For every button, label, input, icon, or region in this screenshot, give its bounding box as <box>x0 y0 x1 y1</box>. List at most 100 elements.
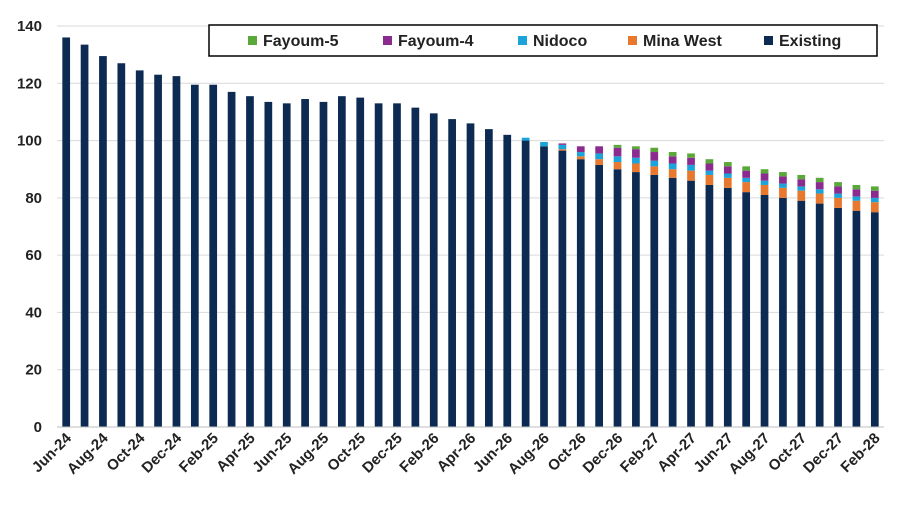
bar-segment-existing <box>190 84 199 427</box>
bar-segment-nidoco <box>558 144 567 150</box>
bar-segment-existing <box>540 146 548 428</box>
legend-label: Existing <box>779 33 841 50</box>
bar-segment-existing <box>521 140 530 428</box>
bar-segment-fayoum-5 <box>668 152 677 157</box>
bar-segment-mina-west <box>687 170 695 181</box>
x-tick-label: Feb-25 <box>176 430 222 476</box>
x-tick-label: Apr-26 <box>434 430 480 476</box>
y-tick-label: 100 <box>17 133 42 150</box>
bar-segment-existing <box>668 177 677 427</box>
bar-segment-existing <box>62 37 71 427</box>
legend-label: Mina West <box>643 33 723 50</box>
legend: Fayoum-5 Fayoum-4 Nidoco Mina West Existing <box>208 24 878 57</box>
bar-segment-existing <box>815 203 824 427</box>
bar-segment-fayoum-4 <box>613 147 622 157</box>
legend-swatch-fayoum-5 <box>248 36 257 45</box>
bar-segment-existing <box>448 119 456 427</box>
bar-segment-existing <box>870 212 879 427</box>
bar-segment-nidoco <box>852 196 861 201</box>
bar-segment-mina-west <box>779 187 787 198</box>
y-tick-label: 80 <box>25 190 42 207</box>
bar-segment-nidoco <box>613 156 622 163</box>
y-tick-label: 20 <box>25 362 42 379</box>
x-tick-label: Aug-27 <box>725 430 773 478</box>
bar-segment-fayoum-4 <box>760 173 769 181</box>
bar-segment-existing <box>595 164 604 428</box>
bar-segment-fayoum-5 <box>650 147 659 153</box>
bar-segment-existing <box>411 107 420 427</box>
bar-segment-fayoum-5 <box>613 144 622 148</box>
y-tick-label: 0 <box>34 419 42 436</box>
bar-segment-fayoum-4 <box>595 146 604 154</box>
bar-segment-fayoum-4 <box>668 156 677 164</box>
bar-segment-fayoum-5 <box>834 182 842 187</box>
bar-segment-existing <box>687 180 695 427</box>
bar-segment-existing <box>209 84 218 427</box>
bar-segment-existing <box>337 96 346 428</box>
bar-segment-nidoco <box>687 164 695 171</box>
bar-segment-fayoum-5 <box>852 184 861 190</box>
bar-segment-mina-west <box>760 184 769 195</box>
bar-segment-existing <box>227 91 236 427</box>
bar-segment-fayoum-4 <box>705 163 714 171</box>
bar-segment-existing <box>80 44 89 427</box>
bar-segment-fayoum-5 <box>705 159 714 164</box>
bar-segment-mina-west <box>558 149 567 151</box>
bar-segment-existing <box>834 207 842 427</box>
bar-segment-existing <box>154 74 162 427</box>
bar-segment-mina-west <box>650 166 659 175</box>
bar-segment-mina-west <box>870 202 879 213</box>
bar-segment-fayoum-5 <box>779 172 787 177</box>
bar-segment-existing <box>797 200 806 427</box>
bar-segment-mina-west <box>668 169 677 178</box>
y-axis: 0 20 40 60 80 100 120 140 <box>17 18 884 436</box>
bar-segment-existing <box>99 56 107 427</box>
x-tick-label: Dec-26 <box>580 430 627 477</box>
bar-segment-mina-west <box>834 197 842 208</box>
bar-segment-existing <box>301 99 309 428</box>
x-tick-label: Dec-27 <box>800 430 847 477</box>
bar-segment-fayoum-4 <box>870 190 879 198</box>
legend-swatch-mina-west <box>628 36 637 45</box>
bar-segment-nidoco <box>797 186 806 191</box>
bar-segment-fayoum-5 <box>687 153 695 158</box>
x-tick-label: Aug-26 <box>505 430 553 478</box>
bar-segment-existing <box>282 103 291 427</box>
bar-segment-fayoum-4 <box>797 179 806 187</box>
x-axis: Jun-24Aug-24Oct-24Dec-24Feb-25Apr-25Jun-… <box>29 429 884 477</box>
bar-segment-mina-west <box>576 156 585 160</box>
bar-segment-fayoum-5 <box>742 166 751 171</box>
bar-segment-nidoco <box>742 177 751 183</box>
x-tick-label: Dec-25 <box>359 430 406 477</box>
bar-segment-fayoum-4 <box>723 166 732 174</box>
bar-segment-fayoum-5 <box>870 186 879 191</box>
bar-segment-nidoco <box>815 189 824 194</box>
bar-segment-fayoum-4 <box>852 189 861 197</box>
bar-segment-fayoum-4 <box>632 149 640 158</box>
legend-swatch-nidoco <box>518 36 527 45</box>
bar-segment-mina-west <box>797 190 806 201</box>
bar-segment-existing <box>393 103 401 427</box>
legend-swatch-fayoum-4 <box>383 36 392 45</box>
bar-segment-existing <box>485 129 493 427</box>
bar-segment-existing <box>632 172 640 427</box>
bar-segment-existing <box>558 150 567 427</box>
bar-segment-fayoum-4 <box>742 170 751 178</box>
bar-segment-nidoco <box>540 142 548 147</box>
bar-segment-fayoum-5 <box>797 174 806 180</box>
bar-segment-existing <box>760 194 769 427</box>
x-tick-label: Apr-27 <box>654 430 700 476</box>
legend-label: Fayoum-4 <box>398 33 474 50</box>
x-tick-label: Feb-28 <box>837 430 883 476</box>
bar-segment-nidoco <box>723 173 732 178</box>
bar-segment-fayoum-4 <box>650 152 659 161</box>
bar-segment-fayoum-4 <box>558 143 567 145</box>
bars <box>62 37 879 428</box>
bar-segment-fayoum-4 <box>779 176 787 184</box>
bar-segment-existing <box>374 103 383 427</box>
x-tick-label: Aug-25 <box>284 430 332 478</box>
bar-segment-existing <box>503 134 512 428</box>
bar-segment-existing <box>172 76 181 427</box>
y-tick-label: 60 <box>25 247 42 264</box>
